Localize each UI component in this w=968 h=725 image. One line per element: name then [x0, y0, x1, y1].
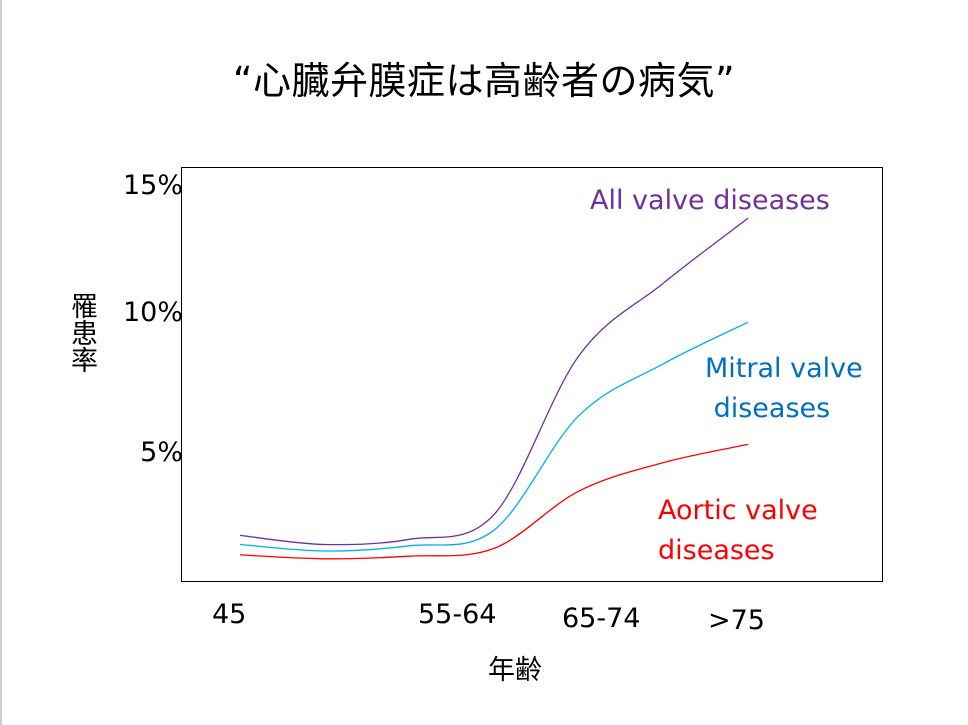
y-tick-5: 5% — [140, 437, 183, 468]
y-axis-label: 罹患率 — [66, 292, 97, 373]
x-axis-label: 年齢 — [488, 655, 542, 686]
slide-left-border — [0, 0, 2, 725]
y-tick-10: 10% — [122, 297, 183, 328]
all-valve-line — [239, 217, 749, 546]
x-tick-over-75: >75 — [708, 605, 765, 636]
label-aortic-valve-diseases: Aortic valve diseases — [658, 495, 818, 566]
x-tick-65-74: 65-74 — [562, 603, 641, 634]
x-tick-45: 45 — [212, 599, 247, 630]
slide-title: “心臓弁膜症は高齢者の病気” — [232, 59, 736, 103]
aortic-valve-line — [239, 443, 749, 560]
label-all-valve-diseases: All valve diseases — [590, 185, 830, 216]
x-tick-55-64: 55-64 — [418, 599, 497, 630]
y-tick-15: 15% — [122, 170, 183, 201]
label-mitral-valve-diseases: Mitral valve diseases — [705, 353, 863, 424]
plot-area — [181, 167, 883, 582]
mitral-valve-line — [239, 321, 749, 552]
